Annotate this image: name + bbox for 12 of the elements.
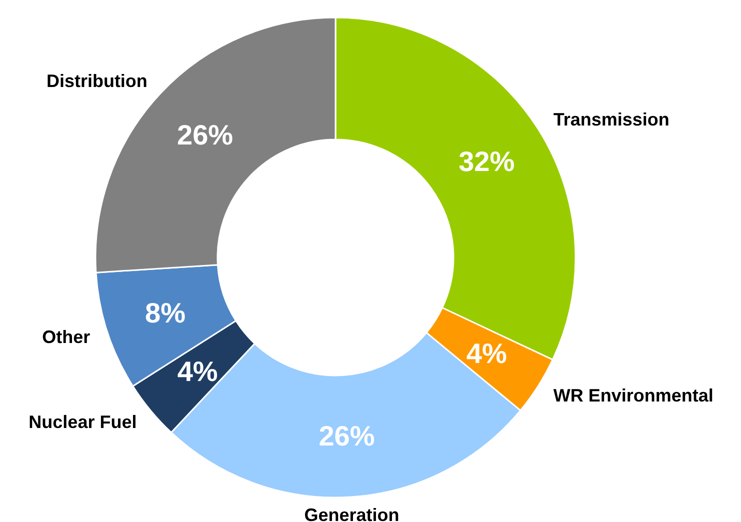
data-label: 26%: [318, 420, 375, 452]
slice-label: Nuclear Fuel: [28, 412, 137, 432]
data-label: 4%: [466, 338, 507, 369]
data-label: 8%: [145, 297, 186, 328]
slice-label: WR Environmental: [553, 386, 714, 406]
slice-label: Other: [42, 327, 90, 348]
data-label: 26%: [176, 119, 234, 150]
data-label: 4%: [177, 356, 218, 388]
slice-label: Generation: [304, 504, 400, 522]
slice-label: Distribution: [46, 70, 148, 91]
slice-label: Transmission: [553, 109, 670, 130]
data-label: 32%: [458, 146, 515, 178]
